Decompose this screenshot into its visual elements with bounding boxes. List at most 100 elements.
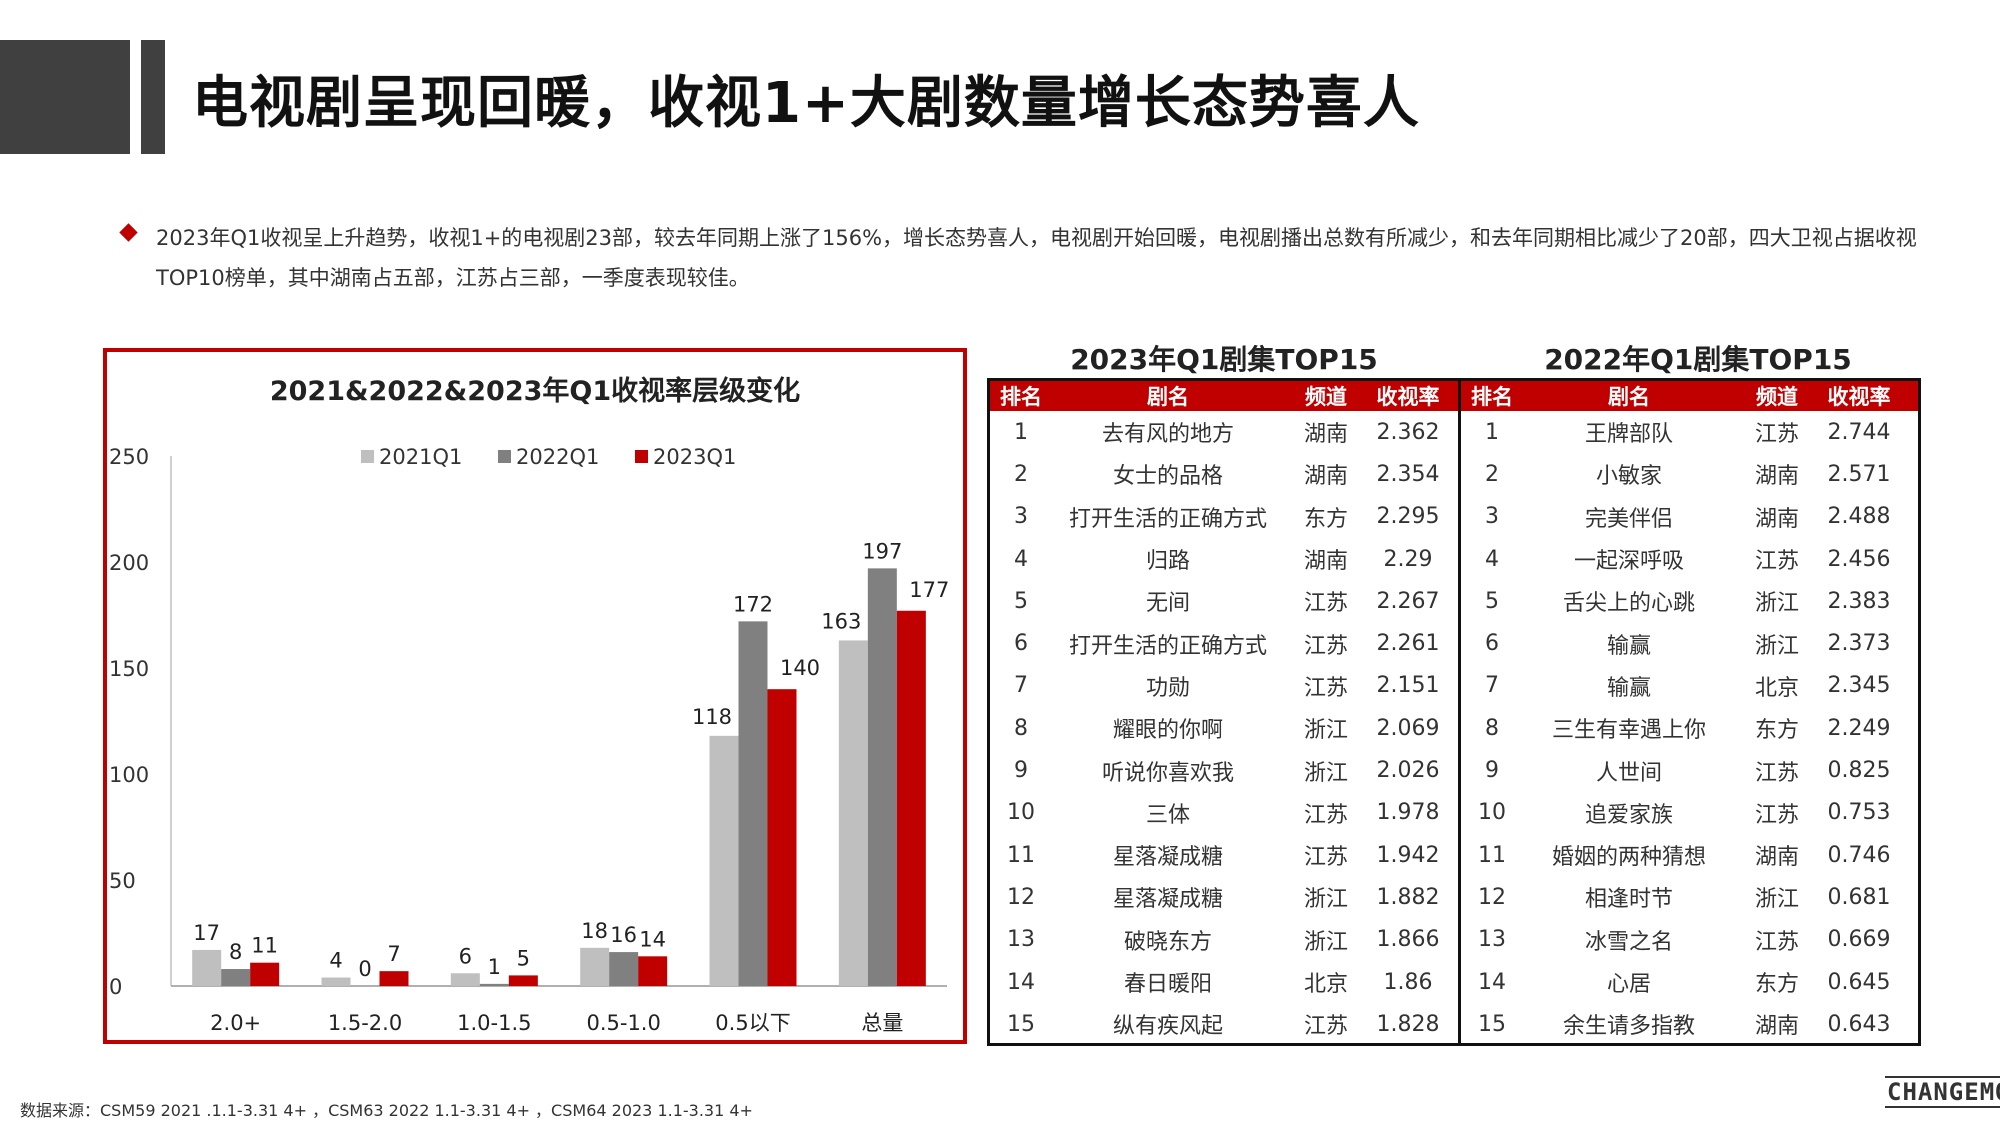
- table-row: 1 去有风的地方 湖南 2.362: [990, 411, 1458, 453]
- name-cell: 归路: [1145, 549, 1190, 575]
- table-2022-title: 2022年Q1剧集TOP15: [1544, 343, 1852, 376]
- rank-cell: 10: [1007, 800, 1035, 826]
- rank-cell: 6: [1014, 631, 1028, 657]
- y-tick-label: 150: [109, 657, 149, 681]
- rank-cell: 10: [1478, 800, 1506, 826]
- channel-cell: 东方: [1754, 972, 1799, 997]
- bar: [609, 952, 639, 986]
- rank-cell: 7: [1485, 673, 1499, 699]
- col-rating-header: 收视率: [1827, 385, 1891, 409]
- x-tick-label: 2.0+: [210, 1011, 261, 1035]
- col-rating-header: 收视率: [1376, 385, 1440, 409]
- bar: [450, 973, 480, 986]
- channel-cell: 湖南: [1754, 845, 1799, 871]
- channel-cell: 东方: [1754, 718, 1799, 744]
- name-cell: 输赢: [1606, 633, 1651, 659]
- name-cell: 春日暖阳: [1123, 972, 1212, 997]
- x-tick-label: 1.0-1.5: [457, 1011, 531, 1035]
- data-label: 7: [387, 942, 400, 966]
- table-2023: 排名 剧名 频道 收视率 1 去有风的地方 湖南 2.362 2 女士的品格 湖南 2.354…: [987, 378, 1461, 1046]
- channel-cell: 浙江: [1303, 718, 1348, 744]
- bar: [580, 947, 610, 986]
- name-cell: 女士的品格: [1112, 464, 1223, 490]
- table-2023-title: 2023年Q1剧集TOP15: [1070, 343, 1378, 376]
- name-cell: 三生有幸遇上你: [1551, 718, 1706, 744]
- y-tick-label: 0: [109, 975, 122, 999]
- rating-cell: 1.978: [1376, 800, 1440, 826]
- name-cell: 冰雪之名: [1584, 929, 1673, 955]
- data-source-note: 数据来源：CSM59 2021 .1.1-3.31 4+ ，CSM63 2022…: [20, 1101, 753, 1120]
- bar: [867, 568, 897, 986]
- channel-cell: 江苏: [1303, 845, 1348, 871]
- bar: [321, 977, 351, 986]
- data-label: 1: [488, 955, 501, 979]
- rating-cell: 0.643: [1827, 1011, 1891, 1037]
- bullet-diamond-icon: [119, 223, 138, 242]
- channel-cell: 湖南: [1303, 422, 1348, 448]
- name-cell: 王牌部队: [1584, 422, 1673, 448]
- name-cell: 心居: [1606, 972, 1651, 997]
- channel-cell: 江苏: [1754, 929, 1799, 955]
- data-label: 172: [733, 592, 773, 616]
- data-label: 16: [610, 923, 637, 947]
- name-cell: 破晓东方: [1123, 929, 1212, 955]
- table-row: 7 功勋 江苏 2.151: [990, 665, 1458, 707]
- data-label: 118: [692, 705, 732, 729]
- table-row: 12 相逢时节 浙江 0.681: [1461, 876, 1918, 918]
- rank-cell: 7: [1014, 673, 1028, 699]
- bar: [638, 956, 668, 986]
- table-row: 6 打开生活的正确方式 江苏 2.261: [990, 622, 1458, 664]
- channel-cell: 江苏: [1303, 633, 1348, 659]
- table-row: 12 星落凝成糖 浙江 1.882: [990, 876, 1458, 918]
- rating-cell: 0.746: [1827, 842, 1891, 868]
- channel-cell: 江苏: [1303, 802, 1348, 828]
- bar: [479, 983, 509, 986]
- bar: [508, 975, 538, 986]
- rating-cell: 1.942: [1376, 842, 1440, 868]
- rank-cell: 2: [1485, 461, 1499, 487]
- rating-cell: 2.29: [1383, 546, 1433, 572]
- rank-cell: 8: [1485, 715, 1499, 741]
- name-cell: 完美伴侣: [1584, 506, 1673, 532]
- data-label: 163: [821, 609, 861, 633]
- data-label: 8: [229, 940, 242, 964]
- rating-cell: 0.753: [1827, 800, 1891, 826]
- rating-cell: 1.828: [1376, 1011, 1440, 1037]
- table-row: 11 婚姻的两种猜想 湖南 0.746: [1461, 834, 1918, 876]
- table-row: 9 听说你喜欢我 浙江 2.026: [990, 749, 1458, 791]
- rating-cell: 2.295: [1376, 504, 1440, 530]
- name-cell: 纵有疾风起: [1112, 1014, 1223, 1040]
- chart-title: 2021&2022&2023年Q1收视率层级变化: [270, 375, 800, 407]
- rating-cell: 1.866: [1376, 927, 1440, 953]
- name-cell: 打开生活的正确方式: [1068, 633, 1267, 659]
- rank-cell: 2: [1014, 461, 1028, 487]
- data-label: 0: [358, 957, 371, 981]
- channel-cell: 浙江: [1754, 887, 1799, 913]
- x-tick-label: 0.5以下: [715, 1011, 790, 1035]
- name-cell: 无间: [1145, 591, 1190, 617]
- name-cell: 婚姻的两种猜想: [1551, 845, 1706, 871]
- data-label: 11: [251, 934, 278, 958]
- rating-cell: 1.86: [1383, 969, 1433, 995]
- y-tick-label: 200: [109, 551, 149, 575]
- bar: [221, 969, 251, 986]
- rating-cell: 2.362: [1376, 419, 1440, 445]
- legend-swatch: [498, 450, 511, 463]
- channel-cell: 江苏: [1754, 802, 1799, 828]
- table-row: 13 冰雪之名 江苏 0.669: [1461, 919, 1918, 961]
- channel-cell: 江苏: [1303, 675, 1348, 701]
- x-tick-label: 1.5-2.0: [328, 1011, 402, 1035]
- table-2022: 排名 剧名 频道 收视率 1 王牌部队 江苏 2.744 2 小敏家 湖南 2.571 3 完美伴…: [1461, 378, 1921, 1046]
- table-row: 3 完美伴侣 湖南 2.488: [1461, 496, 1918, 538]
- page-title: 电视剧呈现回暖，收视1+大剧数量增长态势喜人: [192, 71, 1420, 136]
- rating-cell: 2.354: [1376, 461, 1440, 487]
- data-label: 6: [459, 944, 472, 968]
- rating-cell: 2.267: [1376, 588, 1440, 614]
- channel-cell: 北京: [1754, 675, 1799, 701]
- table-row: 13 破晓东方 浙江 1.866: [990, 919, 1458, 961]
- rank-cell: 5: [1014, 588, 1028, 614]
- channel-cell: 浙江: [1303, 760, 1348, 786]
- channel-cell: 江苏: [1754, 422, 1799, 448]
- rank-cell: 11: [1007, 842, 1035, 868]
- table-row: 3 打开生活的正确方式 东方 2.295: [990, 496, 1458, 538]
